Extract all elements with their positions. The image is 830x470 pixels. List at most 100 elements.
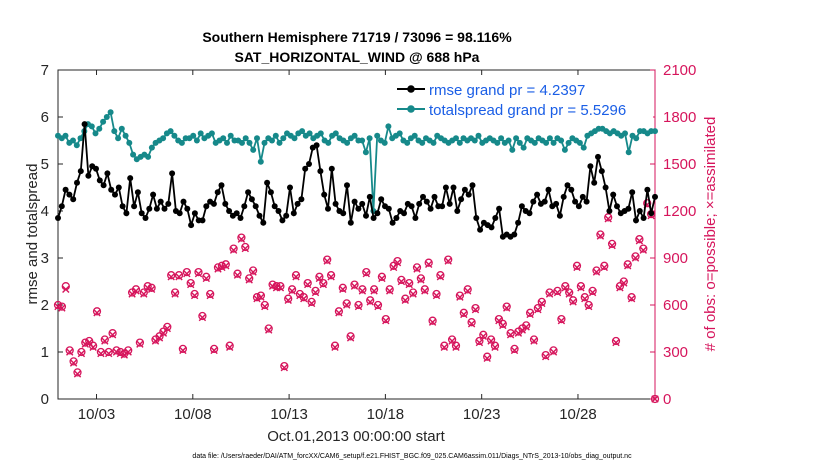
totalspread-point — [130, 151, 137, 158]
totalspread-point — [88, 123, 95, 130]
obs-possible-point — [241, 242, 250, 252]
obs-assimilated-point — [573, 263, 581, 272]
rmse-point — [290, 210, 297, 217]
obs-assimilated-point — [304, 280, 312, 289]
totalspread-point — [70, 137, 76, 144]
obs-possible-point — [334, 307, 344, 316]
y-axis-right-label: # of obs: o=possible; ×=assimilated — [702, 117, 719, 352]
obs-assimilated-point — [581, 295, 589, 303]
rmse-point — [461, 186, 468, 193]
rmse-point — [583, 198, 590, 205]
y-axis-right-ticks: 0 300 600 900 1200 1500 1800 2100 — [650, 62, 696, 408]
rmse-point — [416, 200, 423, 207]
obs-assimilated-point — [620, 279, 628, 287]
x-tick-label: 10/18 — [367, 406, 405, 423]
totalspread-point — [118, 125, 125, 132]
rmse-point — [325, 205, 331, 212]
totalspread-point — [471, 137, 478, 144]
obs-possible-point — [135, 338, 145, 347]
obs-assimilated-point — [627, 295, 636, 303]
obs-possible-point — [237, 233, 246, 242]
obs-possible-point — [408, 288, 418, 297]
rmse-point — [636, 208, 643, 214]
obs-possible-point — [572, 261, 582, 270]
obs-possible-point — [471, 303, 480, 313]
obs-possible-point — [326, 271, 336, 280]
rmse-point — [595, 153, 601, 160]
obs-assimilated-point — [456, 293, 464, 301]
obs-possible-point — [92, 307, 102, 316]
obs-assimilated-point — [93, 309, 101, 317]
obs-assimilated-point — [464, 287, 472, 295]
obs-assimilated-point — [237, 235, 246, 243]
totalspread-point — [520, 144, 527, 151]
rmse-point — [112, 191, 118, 198]
y-left-tick-label: 3 — [41, 250, 49, 267]
obs-possible-point — [623, 260, 632, 269]
obs-assimilated-point — [73, 370, 82, 378]
rmse-point — [252, 203, 259, 210]
totalspread-point — [325, 139, 332, 146]
totalspread-point — [359, 137, 366, 144]
obs-assimilated-point — [499, 321, 507, 330]
totalspread-point — [558, 137, 565, 144]
rmse-point — [256, 212, 263, 219]
rmse-point — [370, 215, 377, 221]
obs-assimilated-point — [526, 310, 534, 319]
obs-assimilated-point — [604, 215, 612, 223]
obs-possible-point — [307, 297, 316, 307]
totalspread-point — [272, 132, 279, 139]
obs-assimilated-point — [187, 280, 195, 289]
totalspread-point — [306, 130, 313, 137]
totalspread-point — [351, 132, 358, 139]
obs-assimilated-point — [569, 298, 577, 306]
obs-possible-point — [319, 278, 328, 288]
obs-possible-point — [459, 308, 468, 317]
obs-assimilated-point — [62, 285, 70, 293]
totalspread-point — [227, 132, 234, 139]
totalspread-point — [103, 114, 110, 120]
rmse-point — [488, 224, 495, 231]
obs-possible-point — [303, 278, 312, 288]
obs-possible-point — [553, 286, 562, 296]
obs-possible-point — [69, 357, 78, 366]
totalspread-point — [576, 139, 583, 146]
obs-assimilated-point — [339, 285, 347, 293]
obs-assimilated-point — [175, 273, 183, 281]
totalspread-point — [208, 130, 215, 137]
obs-assimilated-point — [608, 241, 616, 250]
rmse-point — [363, 212, 369, 219]
rmse-point — [359, 200, 366, 207]
obs-assimilated-point — [183, 270, 191, 278]
rmse-point — [96, 177, 103, 184]
obs-possible-point — [502, 302, 511, 311]
obs-assimilated-point — [475, 338, 484, 347]
obs-possible-point — [248, 266, 258, 275]
obs-assimilated-point — [506, 331, 515, 339]
obs-possible-point — [412, 263, 422, 272]
rmse-point — [184, 205, 191, 212]
obs-assimilated-point — [147, 285, 156, 293]
obs-assimilated-point — [288, 287, 296, 295]
obs-possible-point — [206, 289, 215, 299]
obs-possible-point — [611, 336, 621, 346]
totalspread-point — [494, 139, 501, 146]
obs-possible-point — [346, 332, 355, 341]
obs-possible-point — [190, 289, 199, 299]
totalspread-point — [111, 128, 118, 135]
obs-assimilated-point — [631, 254, 640, 262]
totalspread-point — [543, 139, 550, 146]
rmse-point — [142, 215, 149, 221]
totalspread-series — [55, 109, 658, 214]
obs-assimilated-point — [522, 323, 530, 331]
y-left-tick-label: 6 — [41, 109, 49, 126]
obs-assimilated-point — [382, 317, 390, 325]
obs-assimilated-point — [97, 349, 105, 358]
obs-assimilated-point — [257, 293, 265, 301]
obs-possible-point — [291, 271, 301, 280]
obs-possible-point — [576, 282, 586, 291]
obs-assimilated-point — [202, 274, 210, 283]
obs-possible-point — [163, 322, 172, 332]
rmse-point — [127, 175, 134, 182]
